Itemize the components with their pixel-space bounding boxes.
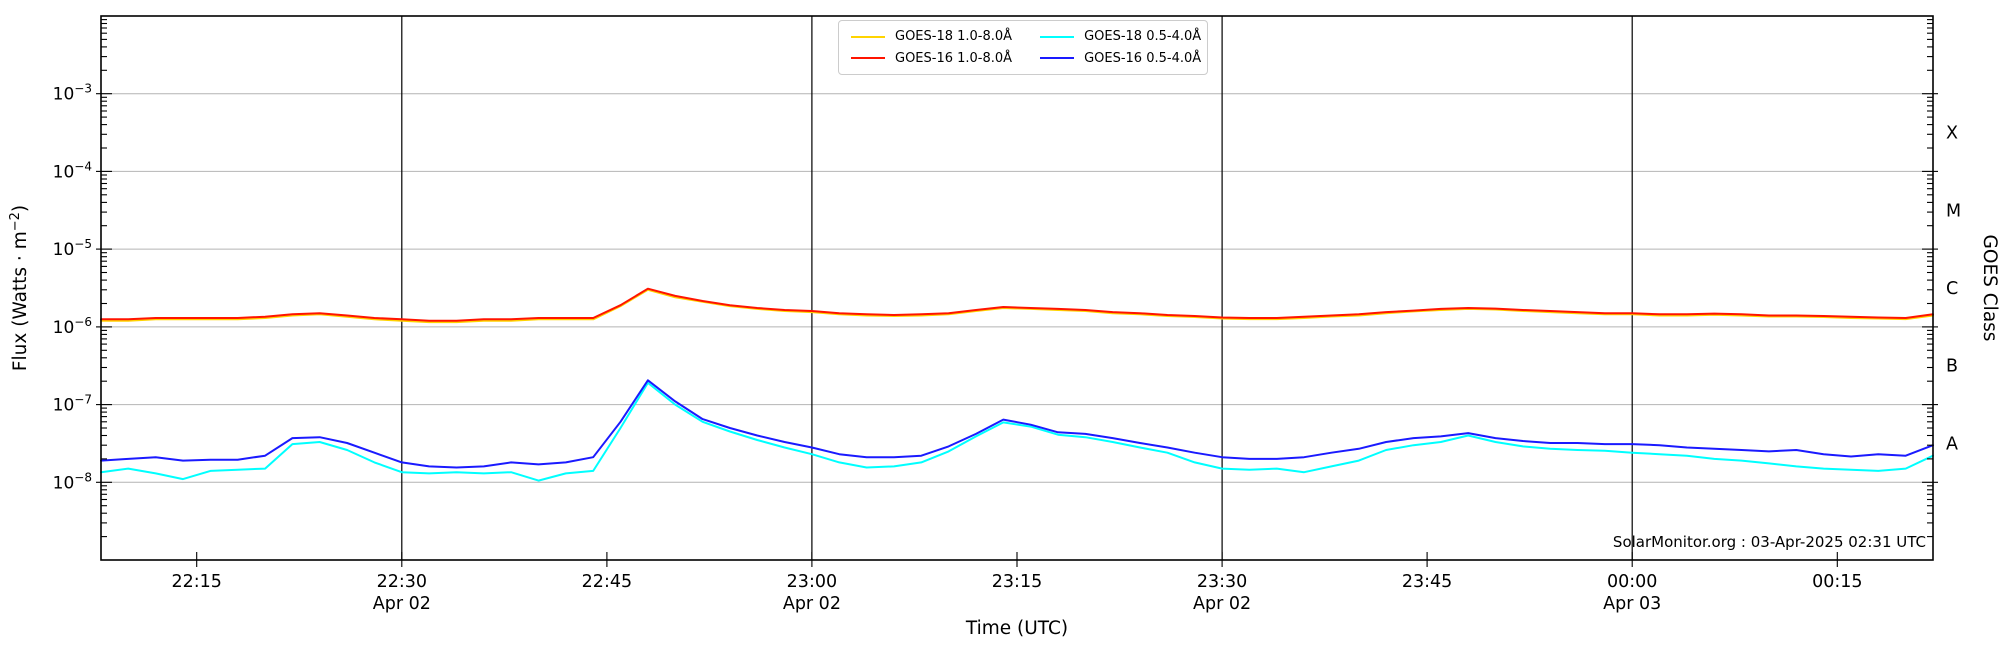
svg-text:10−7: 10−7 [53, 393, 92, 416]
legend: GOES-18 1.0-8.0Å GOES-16 1.0-8.0Å GOES-1… [838, 20, 1208, 76]
svg-text:22:15: 22:15 [171, 572, 221, 592]
legend-label: GOES-16 1.0-8.0Å [895, 50, 1013, 66]
legend-line-sample-blue [1040, 57, 1075, 60]
curve-GOES-16-1.0-8.0- [100, 287, 1934, 322]
x-date-label: Apr 02 [783, 594, 841, 614]
svg-text:10−8: 10−8 [53, 470, 92, 493]
svg-text:23:45: 23:45 [1402, 572, 1452, 592]
curve-GOES-16-0.5-4.0- [100, 379, 1934, 469]
svg-text:22:45: 22:45 [582, 572, 632, 592]
plot-border [100, 15, 1934, 561]
legend-line-sample-yellow [851, 35, 885, 38]
series-lines [100, 287, 1934, 482]
svg-text:23:15: 23:15 [992, 572, 1042, 592]
svg-text:10−4: 10−4 [53, 159, 92, 182]
legend-label: GOES-18 1.0-8.0Å [895, 29, 1013, 44]
legend-line-sample-red [851, 57, 885, 60]
legend-entry-goes16-long: GOES-16 1.0-8.0Å [851, 50, 1012, 68]
legend-label: GOES-18 0.5-4.0Å [1084, 29, 1202, 44]
x-axis-title: Time (UTC) [965, 618, 1068, 639]
y-axis-title-left: Flux (Watts · m−2) [8, 205, 31, 371]
svg-text:C: C [1946, 279, 1958, 299]
curve-GOES-18-0.5-4.0- [100, 381, 1934, 482]
svg-text:A: A [1946, 434, 1958, 454]
legend-entry-goes16-short: GOES-16 0.5-4.0Å [1040, 50, 1201, 68]
y-axis-ticks [96, 19, 1938, 538]
solarmonitor-credit: SolarMonitor.org : 03-Apr-2025 02:31 UTC [1612, 533, 1926, 551]
svg-text:23:00: 23:00 [787, 572, 837, 592]
svg-text:22:30: 22:30 [377, 572, 427, 592]
x-date-label: Apr 03 [1603, 594, 1661, 614]
svg-text:B: B [1946, 357, 1958, 377]
svg-text:X: X [1946, 124, 1958, 144]
svg-text:00:15: 00:15 [1812, 572, 1862, 592]
x-date-label: Apr 02 [373, 594, 431, 614]
svg-text:10−6: 10−6 [53, 315, 92, 338]
y-axis-title-right: GOES Class [1979, 235, 2000, 342]
legend-label: GOES-16 0.5-4.0Å [1084, 50, 1202, 66]
x-date-label: Apr 02 [1193, 594, 1251, 614]
y-tick-labels: 10−3 10−4 10−5 10−6 10−7 10−8 [53, 82, 92, 494]
svg-text:10−3: 10−3 [53, 82, 92, 105]
legend-entry-goes18-long: GOES-18 1.0-8.0Å [851, 28, 1012, 46]
svg-text:10−5: 10−5 [53, 237, 92, 260]
goes-class-letters: X M C B A [1946, 124, 1961, 455]
svg-text:M: M [1946, 201, 1961, 221]
svg-text:00:00: 00:00 [1607, 572, 1657, 592]
legend-entry-goes18-short: GOES-18 0.5-4.0Å [1040, 28, 1201, 46]
legend-line-sample-cyan [1040, 35, 1075, 38]
date-marker-lines [401, 16, 1633, 560]
horizontal-gridlines [101, 93, 1933, 483]
svg-text:23:30: 23:30 [1197, 572, 1247, 592]
